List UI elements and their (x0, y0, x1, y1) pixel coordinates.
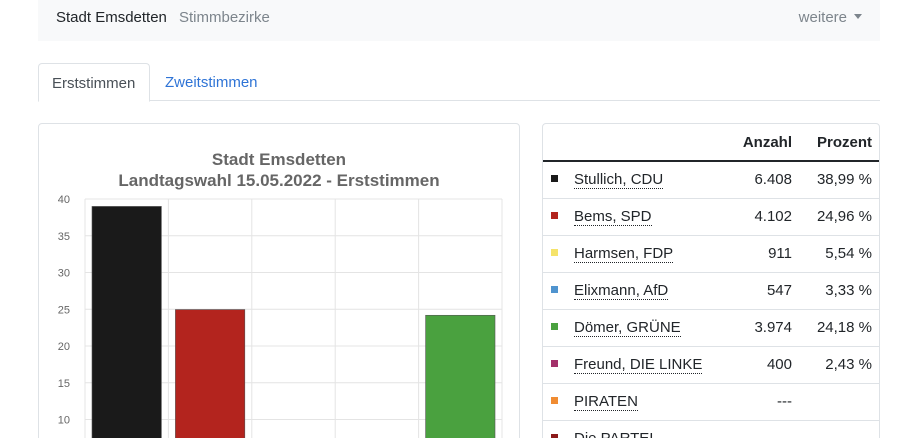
percent-cell: 24,96 % (799, 197, 879, 235)
color-swatch (551, 286, 558, 293)
color-swatch (551, 323, 558, 330)
candidate-name[interactable]: Dömer, GRÜNE (574, 319, 681, 337)
percent-cell: 5,54 % (799, 234, 879, 272)
candidate-name[interactable]: Elixmann, AfD (574, 282, 669, 300)
chart-card: Stadt Emsdetten Landtagswahl 15.05.2022 … (38, 123, 520, 438)
count-cell: 4.102 (719, 197, 799, 235)
percent-cell (799, 382, 879, 420)
more-dropdown-label: weitere (798, 9, 847, 26)
candidate-name[interactable]: Die PARTEI (574, 430, 654, 438)
y-tick-label: 35 (58, 231, 70, 243)
count-cell: 3.974 (719, 308, 799, 346)
count-cell: --- (719, 382, 799, 420)
candidate-cell: Harmsen, FDP (574, 234, 719, 272)
bar[interactable] (91, 206, 162, 438)
party-color-cell (543, 271, 574, 309)
navbar-brand[interactable]: Stadt Emsdetten (56, 9, 167, 26)
y-tick-label: 15 (58, 378, 70, 390)
candidate-name[interactable]: Stullich, CDU (574, 171, 664, 190)
top-navbar: Stadt Emsdetten Stimmbezirke weitere (38, 0, 880, 41)
percent-cell: 3,33 % (799, 271, 879, 309)
table-row: Elixmann, AfD 547 3,33 % (543, 271, 879, 309)
candidate-cell: Dömer, GRÜNE (574, 308, 719, 346)
tab-erststimmen[interactable]: Erststimmen (38, 63, 150, 102)
count-cell: 911 (719, 234, 799, 272)
table-body: Stullich, CDU 6.408 38,99 % Bems, SPD 4.102 2… (543, 161, 879, 438)
table-row: Freund, DIE LINKE 400 2,43 % (543, 345, 879, 383)
table-row: Stullich, CDU 6.408 38,99 % (543, 161, 879, 198)
results-table-card: Anzahl Prozent Stullich, CDU 6.408 38,99 %… (542, 123, 880, 438)
table-row: Bems, SPD 4.102 24,96 % (543, 197, 879, 235)
count-cell: 547 (719, 271, 799, 309)
header-color (543, 124, 574, 162)
percent-cell (799, 419, 879, 438)
header-anzahl: Anzahl (719, 124, 799, 162)
candidate-cell: PIRATEN (574, 382, 719, 420)
table-header-row: Anzahl Prozent (543, 124, 879, 162)
count-cell (719, 419, 799, 438)
header-name (574, 124, 719, 162)
color-swatch (551, 175, 558, 183)
header-prozent: Prozent (799, 124, 879, 162)
bar[interactable] (425, 314, 496, 438)
candidate-name[interactable]: Freund, DIE LINKE (574, 356, 703, 374)
party-color-cell (543, 345, 574, 383)
candidate-name[interactable]: Harmsen, FDP (574, 245, 674, 263)
party-color-cell (543, 234, 574, 272)
candidate-cell: Freund, DIE LINKE (574, 345, 719, 383)
nav-link-stimmbezirke[interactable]: Stimmbezirke (179, 9, 270, 26)
result-tabs: Erststimmen Zweitstimmen (38, 63, 880, 102)
percent-cell: 24,18 % (799, 308, 879, 346)
chart-subtitle: Landtagswahl 15.05.2022 - Erststimmen (118, 171, 439, 190)
more-dropdown[interactable]: weitere (799, 9, 862, 26)
party-color-cell (543, 161, 574, 198)
color-swatch (551, 397, 558, 404)
percent-cell: 2,43 % (799, 345, 879, 383)
y-tick-label: 30 (58, 268, 70, 280)
candidate-cell: Elixmann, AfD (574, 271, 719, 309)
color-swatch (551, 434, 558, 438)
color-swatch (551, 249, 558, 256)
candidate-cell: Bems, SPD (574, 197, 719, 235)
bar[interactable] (175, 309, 246, 438)
table-row: Dömer, GRÜNE 3.974 24,18 % (543, 308, 879, 346)
results-table: Anzahl Prozent Stullich, CDU 6.408 38,99 %… (543, 124, 879, 438)
y-tick-label: 20 (58, 341, 70, 353)
chart-bars (91, 206, 496, 438)
percent-cell: 38,99 % (816, 171, 872, 189)
candidate-cell: Stullich, CDU (574, 161, 719, 198)
color-swatch (551, 212, 558, 219)
candidate-cell: Die PARTEI (574, 419, 719, 438)
table-row: Harmsen, FDP 911 5,54 % (543, 234, 879, 272)
bar-chart: Stadt Emsdetten Landtagswahl 15.05.2022 … (58, 150, 503, 438)
party-color-cell (543, 197, 574, 235)
count-cell: 6.408 (754, 171, 792, 189)
party-color-cell (543, 419, 574, 438)
count-cell: 400 (719, 345, 799, 383)
candidate-name[interactable]: Bems, SPD (574, 208, 652, 226)
chart-title: Stadt Emsdetten (212, 150, 346, 169)
color-swatch (551, 360, 558, 367)
tab-zweitstimmen[interactable]: Zweitstimmen (165, 74, 258, 91)
party-color-cell (543, 308, 574, 346)
caret-down-icon (854, 14, 862, 19)
y-tick-label: 10 (58, 415, 70, 427)
y-tick-label: 40 (58, 194, 70, 206)
party-color-cell (543, 382, 574, 420)
table-row: PIRATEN --- (543, 382, 879, 420)
candidate-name[interactable]: PIRATEN (574, 393, 638, 411)
y-tick-label: 25 (58, 304, 70, 316)
table-row: Die PARTEI (543, 419, 879, 438)
